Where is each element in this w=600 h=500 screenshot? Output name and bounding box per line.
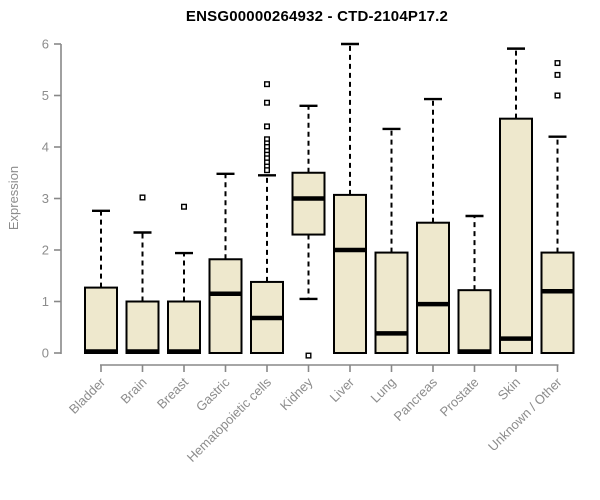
y-tick-label: 5 [42, 88, 49, 103]
y-tick-label: 2 [42, 243, 49, 258]
outlier-point [264, 123, 271, 130]
box-rect [540, 251, 575, 354]
y-tick-label: 1 [42, 294, 49, 309]
outlier-point [554, 92, 561, 99]
outlier-point [554, 60, 561, 67]
outlier-point [264, 167, 271, 174]
box-rect [208, 258, 243, 354]
x-tick-label-breast: Breast [154, 374, 191, 411]
box-rect [499, 117, 533, 354]
box-gastric [208, 172, 243, 354]
box-rect [333, 193, 367, 354]
y-tick-label: 0 [42, 346, 49, 361]
box-liver [333, 42, 367, 354]
y-tick-label: 3 [42, 191, 49, 206]
x-tick-label-prostate: Prostate [437, 375, 482, 420]
box-kidney [291, 104, 326, 359]
outlier-point [554, 71, 561, 78]
box-hematopoietic-cells [250, 81, 284, 354]
box-pancreas [416, 97, 450, 354]
x-tick-label-unknown-other: Unknown / Other [485, 374, 565, 454]
box-lung [374, 127, 409, 354]
box-rect [84, 286, 118, 354]
x-tick-label-kidney: Kidney [277, 374, 316, 413]
y-tick-label: 4 [42, 140, 49, 155]
box-rect [125, 300, 160, 354]
x-tick-label-liver: Liver [327, 374, 358, 405]
outlier-point [139, 194, 146, 201]
x-tick-label-pancreas: Pancreas [391, 374, 441, 424]
outlier-point [264, 81, 271, 88]
x-tick-label-gastric: Gastric [193, 374, 233, 414]
box-unknown-other [540, 60, 575, 354]
box-bladder [84, 209, 118, 354]
box-rect [167, 300, 201, 354]
box-rect [291, 171, 326, 236]
outlier-point [305, 352, 312, 359]
outlier-point [264, 99, 271, 106]
box-rect [416, 221, 450, 354]
box-rect [457, 289, 492, 355]
box-breast [167, 203, 201, 354]
outlier-point [180, 203, 187, 210]
box-skin [499, 47, 533, 354]
box-rect [374, 251, 409, 354]
y-tick-label: 6 [42, 37, 49, 52]
chart-title: ENSG00000264932 - CTD-2104P17.2 [185, 8, 449, 25]
x-tick-label-skin: Skin [495, 375, 523, 403]
box-prostate [457, 214, 492, 355]
x-tick-label-brain: Brain [118, 375, 150, 407]
x-tick-label-lung: Lung [368, 375, 399, 406]
x-tick-label-bladder: Bladder [66, 374, 109, 417]
box-brain [125, 194, 160, 354]
